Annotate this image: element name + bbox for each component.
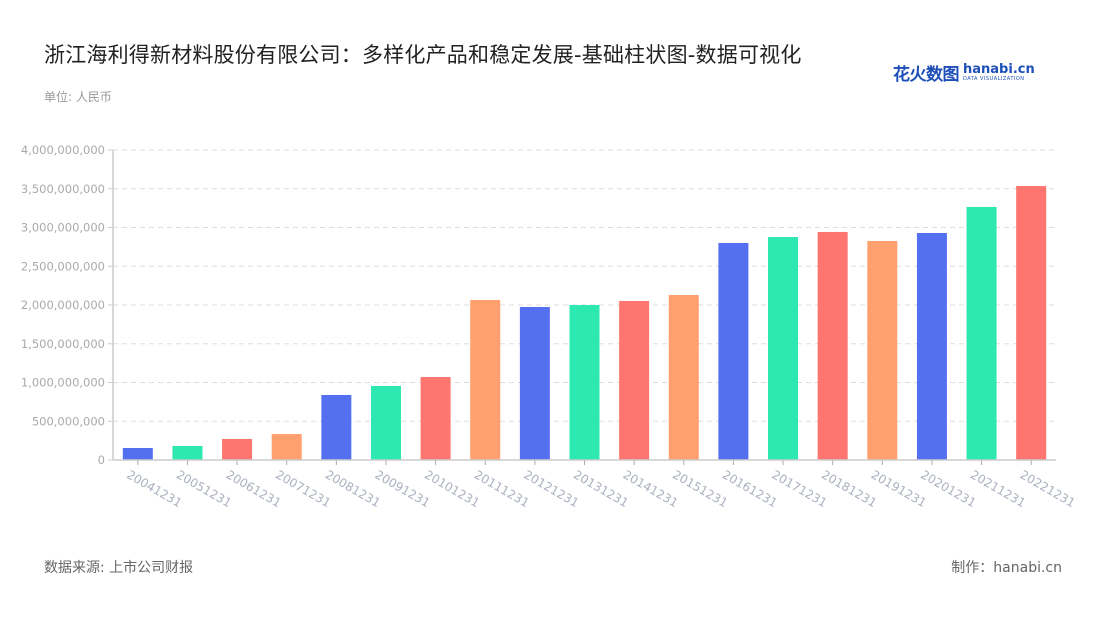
x-tick-label: 20091231 (372, 467, 432, 510)
x-tick-label: 20111231 (472, 467, 532, 510)
y-tick-label: 0 (98, 453, 105, 467)
x-tick-label: 20201231 (918, 467, 978, 510)
brand-logo: 花火数图 hanabi.cn DATA VISUALIZATION (893, 60, 1035, 86)
x-axis-ticks: 2004123120051231200612312007123120081231… (124, 460, 1078, 510)
bars (122, 186, 1047, 460)
x-tick-label: 20041231 (124, 467, 184, 510)
x-tick-label: 20151231 (670, 467, 730, 510)
x-tick-label: 20051231 (174, 467, 234, 510)
bar[interactable] (470, 299, 501, 460)
logo-sub-text: DATA VISUALIZATION (963, 75, 1025, 82)
y-tick-label: 1,000,000,000 (21, 376, 105, 390)
x-tick-label: 20131231 (571, 467, 631, 510)
bar[interactable] (966, 206, 997, 460)
y-tick-label: 500,000,000 (32, 414, 105, 428)
y-axis-ticks: 0 500,000,000 1,000,000,000 1,500,000,000 2,… (21, 143, 113, 467)
credit: 制作：hanabi.cn (951, 560, 1062, 576)
x-tick-label: 20081231 (323, 467, 383, 510)
y-tick-label: 1,500,000,000 (21, 337, 105, 351)
bar[interactable] (172, 445, 203, 460)
x-tick-label: 20061231 (224, 467, 284, 510)
bar[interactable] (718, 243, 749, 460)
bar[interactable] (420, 376, 451, 460)
x-tick-label: 20181231 (819, 467, 879, 510)
bar[interactable] (668, 295, 699, 460)
data-source: 数据来源: 上市公司财报 (44, 560, 194, 576)
y-tick-label: 3,500,000,000 (21, 182, 105, 196)
unit-label: 单位: 人民币 (44, 90, 112, 104)
bar[interactable] (370, 385, 401, 460)
x-tick-label: 20101231 (422, 467, 482, 510)
bar[interactable] (619, 300, 650, 460)
logo-cn-text: 花火数图 (893, 65, 960, 85)
x-tick-label: 20121231 (521, 467, 581, 510)
bar[interactable] (867, 240, 898, 460)
bar[interactable] (916, 233, 947, 460)
y-tick-label: 4,000,000,000 (21, 143, 105, 157)
chart-title: 浙江海利得新材料股份有限公司：多样化产品和稳定发展-基础柱状图-数据可视化 (44, 43, 802, 67)
x-tick-label: 20211231 (968, 467, 1028, 510)
y-tick-label: 2,000,000,000 (21, 298, 105, 312)
bar[interactable] (321, 394, 352, 460)
bar[interactable] (122, 447, 153, 460)
x-tick-label: 20141231 (621, 467, 681, 510)
x-tick-label: 20071231 (273, 467, 333, 510)
x-tick-label: 20161231 (720, 467, 780, 510)
bar[interactable] (519, 307, 550, 460)
bar[interactable] (768, 237, 799, 460)
x-tick-label: 20171231 (770, 467, 830, 510)
bar[interactable] (817, 231, 848, 460)
y-tick-label: 2,500,000,000 (21, 259, 105, 273)
x-tick-label: 20191231 (869, 467, 929, 510)
bar[interactable] (271, 434, 302, 460)
bar[interactable] (569, 305, 600, 460)
bar[interactable] (222, 438, 253, 460)
logo-en: hanabi.cn DATA VISUALIZATION (963, 63, 1035, 83)
bar[interactable] (1016, 186, 1047, 460)
x-tick-label: 20221231 (1018, 467, 1078, 510)
y-tick-label: 3,000,000,000 (21, 221, 105, 235)
logo-en-text: hanabi.cn (963, 61, 1035, 77)
